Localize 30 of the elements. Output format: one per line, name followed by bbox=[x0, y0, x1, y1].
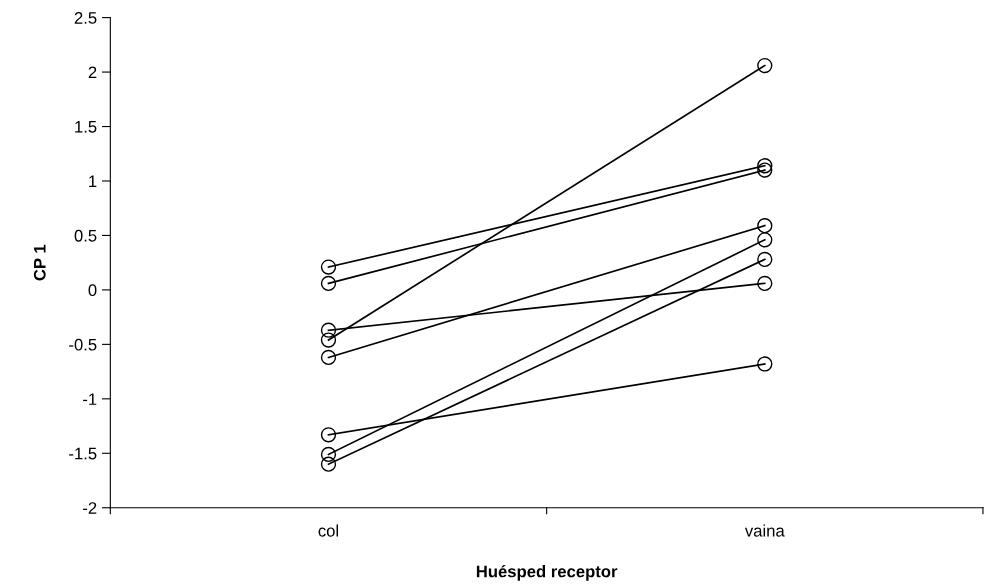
point bbox=[320, 427, 337, 443]
point bbox=[757, 356, 773, 372]
y-tick-label: 2 bbox=[88, 66, 97, 79]
point bbox=[757, 275, 773, 292]
x-tick-label: col bbox=[318, 524, 339, 537]
point bbox=[757, 158, 773, 174]
point bbox=[320, 322, 337, 338]
y-tick-label: -2 bbox=[83, 502, 97, 514]
point bbox=[320, 456, 337, 472]
y-tick-label: -1.5 bbox=[69, 447, 97, 460]
y-tick-label: 0 bbox=[88, 284, 97, 297]
y-tick-label: 0.5 bbox=[74, 229, 97, 242]
y-tick-label: 1 bbox=[89, 175, 97, 188]
x-axis-title: Huésped receptor bbox=[476, 564, 618, 581]
y-tick-label: 2.5 bbox=[74, 12, 97, 24]
point bbox=[320, 332, 337, 348]
point bbox=[320, 446, 337, 463]
point bbox=[320, 259, 337, 275]
point bbox=[757, 218, 773, 234]
point bbox=[320, 349, 337, 366]
y-tick-label: -1 bbox=[83, 393, 97, 405]
y-axis-title: CP 1 bbox=[33, 244, 46, 281]
y-tick-label: -0.5 bbox=[69, 338, 97, 351]
point bbox=[757, 251, 773, 268]
point bbox=[320, 275, 337, 292]
point bbox=[757, 232, 773, 248]
point bbox=[757, 162, 773, 178]
point bbox=[757, 57, 773, 74]
x-tick-label: vaina bbox=[744, 524, 785, 537]
y-tick-label: 1.5 bbox=[75, 121, 97, 133]
